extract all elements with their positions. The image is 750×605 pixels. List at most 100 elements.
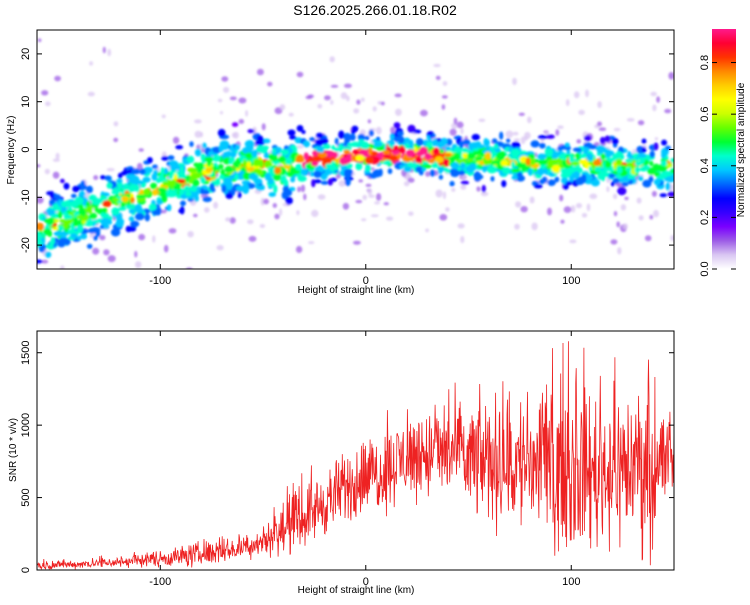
- heatmap-speckle: [518, 112, 525, 117]
- heatmap-cell: [67, 229, 74, 234]
- heatmap-speckle: [355, 199, 363, 204]
- heatmap-speckle: [37, 196, 44, 204]
- heatmap-cell: [173, 173, 178, 181]
- heatmap-cell: [57, 210, 63, 219]
- heatmap-cell: [561, 160, 567, 166]
- heatmap-cell: [343, 156, 352, 163]
- heatmap-speckle: [330, 99, 334, 105]
- heatmap-speckle: [317, 194, 326, 200]
- y-tick-label: 1000: [20, 413, 32, 437]
- heatmap-cell: [177, 174, 187, 179]
- heatmap-cell: [226, 182, 233, 191]
- heatmap-cell: [231, 187, 236, 196]
- heatmap-cell: [600, 170, 607, 178]
- spectrogram-ylabel: Frequency (Hz): [6, 116, 17, 185]
- heatmap-cell: [637, 175, 644, 181]
- x-tick-label: -100: [149, 576, 171, 588]
- heatmap-speckle: [362, 194, 368, 201]
- snr-ylabel: SNR (10 * v/v): [8, 418, 19, 482]
- heatmap-cell: [632, 153, 638, 160]
- heatmap-cell: [117, 172, 123, 179]
- heatmap-speckle: [225, 217, 231, 222]
- heatmap-cell: [209, 183, 215, 192]
- heatmap-cell: [340, 165, 348, 171]
- heatmap-speckle: [193, 213, 198, 218]
- heatmap-speckle: [636, 197, 642, 204]
- heatmap-cell: [547, 159, 554, 169]
- heatmap-cell: [161, 156, 169, 161]
- heatmap-cell: [134, 204, 142, 212]
- heatmap-speckle: [216, 245, 224, 251]
- heatmap-cell: [186, 186, 192, 192]
- heatmap-cell: [219, 174, 225, 180]
- heatmap-cell: [562, 183, 569, 190]
- heatmap-cell: [200, 176, 206, 184]
- heatmap-cell: [264, 160, 273, 169]
- heatmap-cell: [128, 216, 135, 222]
- heatmap-cell: [186, 155, 195, 164]
- heatmap-cell: [133, 180, 144, 185]
- colorbar-label: Normalized spectral amplitude: [736, 82, 747, 217]
- heatmap-speckle: [103, 249, 110, 256]
- heatmap-speckle: [407, 177, 415, 183]
- heatmap-speckle: [374, 201, 381, 205]
- heatmap-cell: [228, 157, 233, 165]
- heatmap-speckle: [555, 129, 560, 136]
- heatmap-cell: [70, 233, 78, 239]
- heatmap-speckle: [168, 228, 177, 234]
- heatmap-cell: [525, 157, 531, 166]
- heatmap-speckle: [478, 118, 486, 123]
- heatmap-cell: [263, 152, 270, 159]
- heatmap-cell: [484, 151, 492, 161]
- heatmap-speckle: [274, 213, 280, 220]
- heatmap-speckle: [107, 255, 116, 263]
- heatmap-speckle: [403, 181, 410, 187]
- heatmap-speckle: [616, 221, 620, 228]
- heatmap-cell: [46, 217, 55, 225]
- heatmap-cell: [586, 175, 594, 180]
- heatmap-cell: [490, 160, 500, 165]
- heatmap-cell: [608, 173, 615, 178]
- heatmap-cell: [130, 220, 140, 228]
- heatmap-speckle: [342, 202, 350, 210]
- heatmap-speckle: [238, 119, 245, 124]
- heatmap-cell: [229, 151, 237, 158]
- heatmap-speckle: [194, 119, 202, 124]
- heatmap-speckle: [656, 96, 660, 103]
- heatmap-speckle: [617, 247, 622, 255]
- heatmap-cell: [403, 166, 412, 173]
- heatmap-cell: [665, 182, 671, 191]
- heatmap-cell: [309, 171, 315, 177]
- heatmap-cell: [653, 142, 659, 151]
- heatmap-speckle: [573, 91, 580, 99]
- heatmap-cell: [80, 233, 88, 240]
- heatmap-speckle: [520, 206, 528, 213]
- heatmap-cell: [661, 160, 668, 167]
- heatmap-cell: [157, 187, 167, 193]
- heatmap-speckle: [60, 265, 65, 269]
- heatmap-speckle: [560, 219, 565, 224]
- heatmap-speckle: [45, 101, 51, 107]
- heatmap-speckle: [513, 138, 521, 142]
- heatmap-cell: [568, 156, 574, 163]
- heatmap-cell: [554, 176, 560, 183]
- heatmap-speckle: [172, 136, 180, 144]
- heatmap-speckle: [245, 110, 249, 117]
- heatmap-speckle: [92, 247, 100, 255]
- heatmap-speckle: [620, 204, 627, 211]
- heatmap-cell: [61, 205, 65, 213]
- spectrogram-heatmap: [37, 38, 674, 269]
- heatmap-cell: [37, 233, 43, 240]
- heatmap-speckle: [353, 108, 360, 114]
- heatmap-cell: [161, 194, 168, 203]
- heatmap-cell: [162, 180, 168, 186]
- heatmap-speckle: [652, 104, 657, 112]
- heatmap-cell: [152, 209, 157, 216]
- colorbar-tick-label: 0.2: [699, 210, 711, 225]
- heatmap-speckle: [613, 127, 621, 132]
- heatmap-cell: [320, 173, 328, 180]
- heatmap-cell: [289, 135, 297, 140]
- heatmap-cell: [429, 169, 436, 177]
- heatmap-speckle: [651, 190, 657, 197]
- heatmap-speckle: [89, 61, 93, 66]
